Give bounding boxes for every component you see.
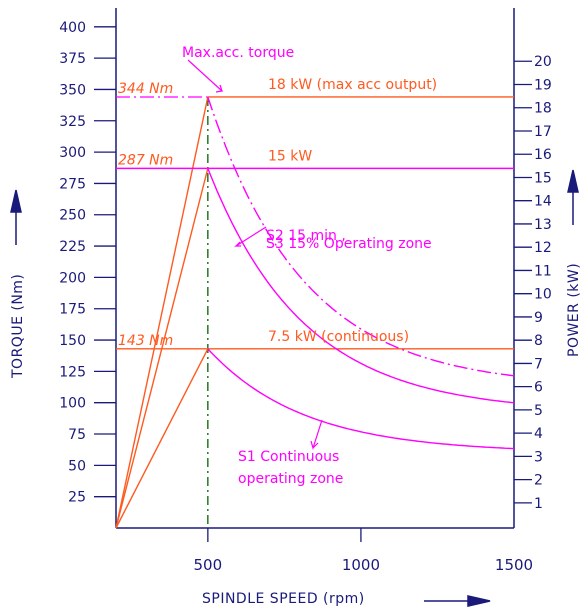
- left-tick-label-225: 225: [59, 239, 86, 255]
- s1-zone-label-line2: operating zone: [238, 471, 343, 487]
- x-axis-title: SPINDLE SPEED (rpm): [202, 591, 365, 607]
- left-tick-label-200: 200: [59, 270, 86, 286]
- left-tick-label-75: 75: [68, 427, 86, 443]
- right-tick-label-13: 13: [534, 217, 552, 233]
- right-tick-label-2: 2: [534, 473, 543, 489]
- max-acc-torque-label: Max.acc. torque: [182, 45, 294, 61]
- torque-label-143: 143 Nm: [118, 333, 173, 349]
- power-label-15: 15 kW: [268, 148, 312, 164]
- right-tick-label-20: 20: [534, 54, 552, 70]
- s2-zone-label-line1: S2 15 min ,: [266, 228, 346, 244]
- right-tick-label-17: 17: [534, 124, 552, 140]
- left-tick-label-350: 350: [59, 82, 86, 98]
- s1-curve: [207, 348, 515, 450]
- right-tick-label-3: 3: [534, 449, 543, 465]
- left-tick-label-175: 175: [59, 302, 86, 318]
- curves-group: [115, 59, 515, 529]
- torque-label-287: 287 Nm: [118, 152, 173, 168]
- axes-group: [10, 8, 579, 607]
- right-tick-label-14: 14: [534, 194, 552, 210]
- right-tick-label-16: 16: [534, 147, 552, 163]
- s3-dashed-curve: [207, 96, 515, 377]
- right-tick-label-9: 9: [534, 310, 543, 326]
- s1-leader: [310, 419, 323, 451]
- left-tick-label-25: 25: [68, 490, 86, 506]
- right-tick-label-12: 12: [534, 240, 552, 256]
- s2-zone-label-line2: S3 15% Operating zone: [266, 236, 432, 252]
- right-tick-label-7: 7: [534, 356, 543, 372]
- x-tick-label-1000: 1000: [342, 556, 380, 574]
- left-tick-label-375: 375: [59, 51, 86, 67]
- max-acc-leader: [187, 59, 224, 93]
- left-tick-label-100: 100: [59, 396, 86, 412]
- left-tick-label-150: 150: [59, 333, 86, 349]
- left-tick-label-300: 300: [59, 145, 86, 161]
- right-tick-label-10: 10: [534, 287, 552, 303]
- right-axis-title: POWER (kW): [566, 263, 582, 357]
- right-tick-label-6: 6: [534, 380, 543, 396]
- right-tick-label-19: 19: [534, 77, 552, 93]
- right-tick-label-1: 1: [534, 496, 543, 512]
- right-tick-label-8: 8: [534, 333, 543, 349]
- power-label-18: 18 kW (max acc output): [268, 77, 437, 93]
- left-tick-label-250: 250: [59, 208, 86, 224]
- torque-label-344: 344 Nm: [118, 81, 173, 97]
- ramp-143: [115, 348, 209, 529]
- x-tick-label-1500: 1500: [495, 556, 533, 574]
- s1-zone-label-line1: S1 Continuous: [238, 449, 339, 465]
- right-axis-arrow: [567, 169, 579, 225]
- right-tick-label-18: 18: [534, 101, 552, 117]
- left-axis-title: TORQUE (Nm): [10, 274, 26, 379]
- left-tick-label-275: 275: [59, 176, 86, 192]
- right-tick-label-4: 4: [534, 426, 543, 442]
- x-axis-arrow: [424, 595, 491, 607]
- power-label-7.5: 7.5 kW (continuous): [268, 329, 409, 345]
- left-tick-label-325: 325: [59, 114, 86, 130]
- right-tick-label-15: 15: [534, 170, 552, 186]
- s2-leader: [233, 226, 267, 247]
- x-tick-label-500: 500: [194, 556, 223, 574]
- left-tick-label-50: 50: [68, 458, 86, 474]
- left-tick-label-400: 400: [59, 20, 86, 36]
- right-tick-label-11: 11: [534, 263, 552, 279]
- left-tick-label-125: 125: [59, 364, 86, 380]
- right-tick-label-5: 5: [534, 403, 543, 419]
- left-axis-arrow: [10, 189, 22, 245]
- labels-group: 2550751001251501752002252502753003253503…: [59, 20, 552, 574]
- s2-curve: [207, 168, 515, 404]
